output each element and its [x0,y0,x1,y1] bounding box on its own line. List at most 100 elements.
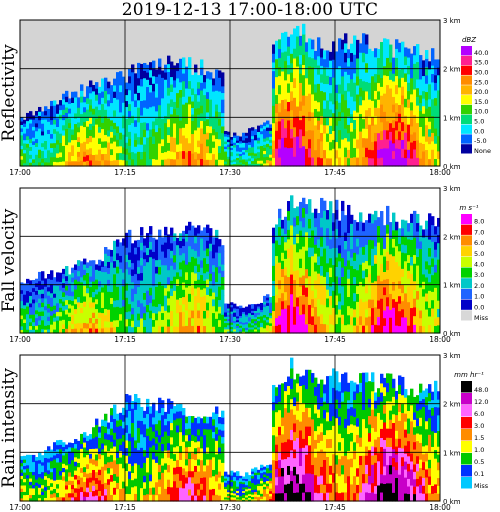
echo-cell [47,149,51,155]
echo-cell [212,128,216,136]
echo-cell [167,234,171,243]
echo-cell [161,271,165,279]
echo-cell [161,104,165,113]
echo-cell [77,107,81,113]
echo-cell [413,123,417,133]
echo-cell [203,458,207,466]
echo-cell [167,63,171,73]
echo-cell [137,129,141,138]
echo-cell [392,135,396,144]
echo-cell [272,70,276,80]
echo-cell [59,466,63,472]
echo-cell [74,496,78,502]
echo-cell [434,317,438,326]
echo-cell [245,331,249,334]
echo-cell [143,475,147,483]
echo-cell [227,484,231,487]
echo-cell [38,276,42,282]
echo-cell [92,154,96,161]
echo-cell [335,125,339,134]
echo-cell [26,321,30,326]
echo-cell [176,85,180,94]
echo-cell [209,159,213,167]
echo-cell [110,441,114,449]
echo-cell [275,85,279,96]
echo-cell [245,144,249,148]
echo-cell [248,320,252,324]
echo-cell [158,112,162,121]
echo-cell [239,142,243,146]
echo-cell [119,261,123,269]
echo-cell [74,102,78,109]
echo-cell [230,479,234,483]
echo-cell [251,320,255,324]
echo-cell [176,305,180,314]
echo-cell [332,94,336,105]
echo-cell [170,227,174,236]
echo-cell [326,75,330,85]
echo-cell [41,154,45,159]
echo-cell [398,243,402,252]
echo-cell [83,269,87,276]
echo-cell [23,318,27,323]
echo-cell [98,463,102,470]
echo-cell [140,310,144,319]
echo-cell [56,311,60,317]
echo-cell [134,439,138,449]
echo-cell [134,280,138,288]
echo-cell [389,113,393,124]
echo-cell [269,307,273,311]
echo-cell [173,453,177,461]
echo-cell [38,473,42,478]
echo-cell [98,86,102,94]
echo-cell [278,235,282,245]
echo-cell [161,305,165,314]
echo-cell [29,474,33,479]
echo-cell [284,108,288,119]
echo-cell [437,275,441,285]
echo-cell [410,125,414,135]
echo-cell [140,227,144,236]
echo-cell [272,79,276,89]
echo-cell [32,279,36,285]
echo-cell [98,426,102,433]
echo-cell [119,488,123,496]
echo-cell [29,138,33,144]
echo-cell [332,230,336,240]
echo-cell [362,71,366,82]
echo-cell [347,49,351,59]
echo-cell [188,277,192,286]
echo-cell [149,158,153,167]
echo-cell [383,240,387,249]
echo-cell [374,324,378,334]
echo-cell [167,304,171,313]
echo-cell [371,75,375,85]
echo-cell [176,417,180,426]
echo-cell [200,82,204,91]
echo-cell [314,116,318,126]
echo-cell [335,285,339,296]
echo-cell [368,315,372,326]
echo-cell [83,301,87,308]
echo-cell [101,147,105,155]
echo-cell [290,303,294,314]
echo-cell [59,147,63,153]
echo-cell [410,222,414,232]
echo-cell [65,484,69,490]
echo-cell [323,75,327,84]
echo-cell [296,224,300,235]
echo-cell [200,267,204,276]
echo-cell [221,263,225,271]
echo-cell [53,281,57,286]
echo-cell [68,484,72,490]
legend-swatch [461,95,472,105]
echo-cell [353,219,357,229]
echo-cell [122,272,126,280]
echo-cell [209,295,213,304]
echo-cell [368,230,372,240]
echo-cell [254,155,258,159]
echo-cell [50,467,54,473]
echo-cell [137,259,141,268]
echo-cell [170,250,174,259]
echo-cell [143,238,147,246]
